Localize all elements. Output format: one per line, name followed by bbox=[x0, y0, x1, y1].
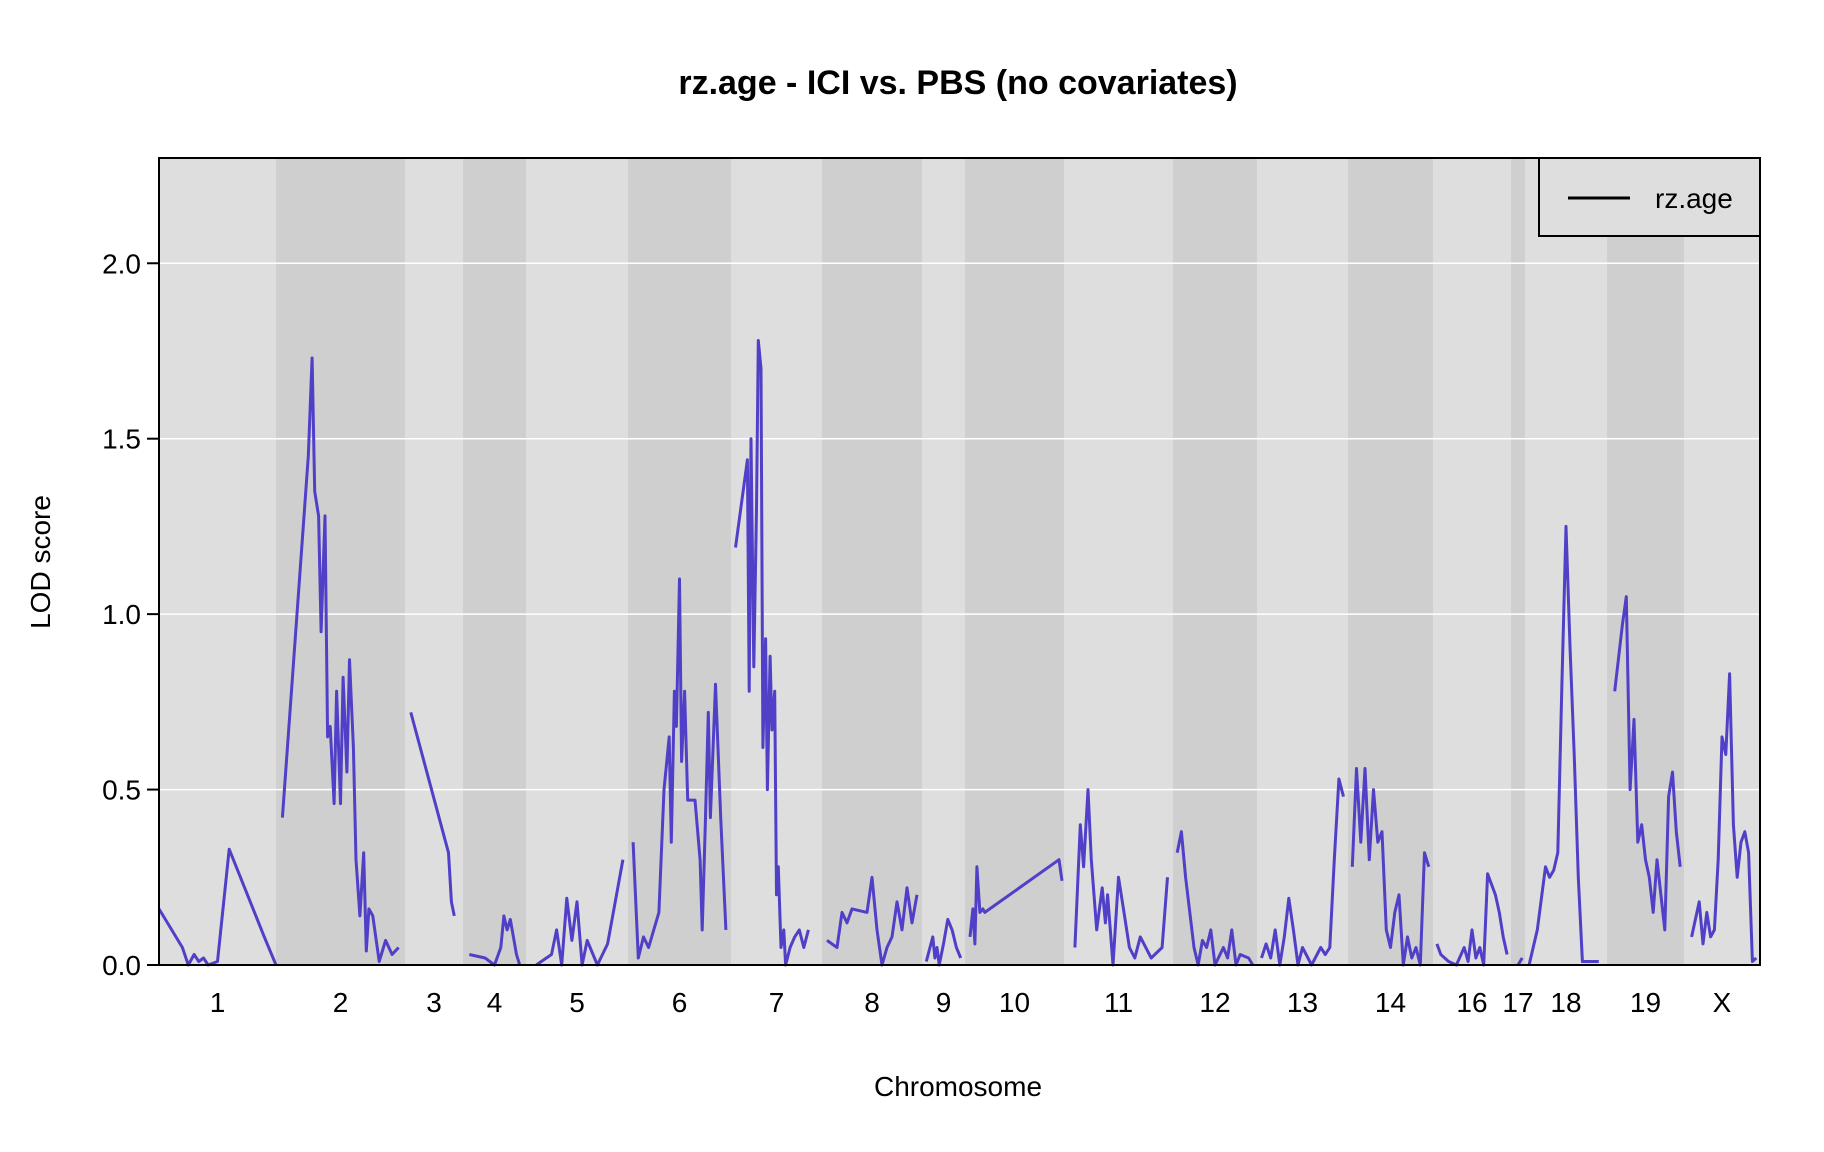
x-tick-label: 11 bbox=[1104, 987, 1133, 1018]
x-tick-label: 3 bbox=[426, 987, 442, 1018]
chromosome-band-16 bbox=[1433, 158, 1511, 965]
chromosome-band-13 bbox=[1257, 158, 1348, 965]
chromosome-band-14 bbox=[1348, 158, 1433, 965]
chromosome-bands bbox=[159, 158, 1760, 965]
x-tick-label: 2 bbox=[333, 987, 349, 1018]
x-tick-label: 14 bbox=[1375, 987, 1406, 1018]
chromosome-band-12 bbox=[1173, 158, 1257, 965]
series-line-chr-5 bbox=[535, 859, 625, 967]
chromosome-band-6 bbox=[628, 158, 731, 965]
series-line-chr-3 bbox=[409, 712, 456, 917]
series-line-chr-10 bbox=[968, 858, 1064, 946]
chromosome-band-X bbox=[1684, 158, 1760, 965]
chromosome-band-17 bbox=[1511, 158, 1525, 965]
x-tick-label: 1 bbox=[210, 987, 226, 1018]
x-tick-label: 18 bbox=[1550, 987, 1581, 1018]
chromosome-band-19 bbox=[1607, 158, 1684, 965]
y-tick-label: 1.0 bbox=[102, 599, 141, 630]
chromosome-band-1 bbox=[159, 158, 276, 965]
y-tick-label: 1.5 bbox=[102, 424, 141, 455]
series-line-chr-19 bbox=[1613, 595, 1682, 932]
chromosome-band-8 bbox=[822, 158, 922, 965]
series-line-chr-14 bbox=[1350, 767, 1431, 967]
chromosome-band-10 bbox=[965, 158, 1064, 965]
chromosome-band-3 bbox=[405, 158, 463, 965]
series-line-chr-11 bbox=[1073, 788, 1169, 967]
y-tick-label: 2.0 bbox=[102, 248, 141, 279]
x-tick-label: 12 bbox=[1199, 987, 1230, 1018]
series-line-chr-X bbox=[1690, 672, 1758, 963]
series-line-chr-17 bbox=[1516, 957, 1524, 966]
series-line-chr-8 bbox=[826, 875, 919, 967]
plot-frame bbox=[158, 157, 1761, 966]
x-tick-label: 19 bbox=[1630, 987, 1661, 1018]
series-line-chr-6 bbox=[631, 577, 728, 960]
x-tick-label: 8 bbox=[864, 987, 880, 1018]
x-tick-label: 13 bbox=[1287, 987, 1318, 1018]
chart-title: rz.age - ICI vs. PBS (no covariates) bbox=[678, 64, 1237, 102]
x-tick-label: 5 bbox=[569, 987, 585, 1018]
series-line-chr-1 bbox=[157, 847, 278, 967]
series-layer bbox=[157, 339, 1758, 967]
legend-label: rz.age bbox=[1655, 183, 1733, 214]
chromosome-band-5 bbox=[526, 158, 628, 965]
x-tick-label: 7 bbox=[769, 987, 785, 1018]
chromosome-band-9 bbox=[922, 158, 965, 965]
y-tick-label: 0.5 bbox=[102, 775, 141, 806]
series-line-chr-12 bbox=[1175, 830, 1255, 967]
x-tick-label: 10 bbox=[999, 987, 1030, 1018]
y-axis-title: LOD score bbox=[25, 495, 56, 629]
series-line-chr-7 bbox=[734, 339, 810, 967]
legend: rz.age bbox=[1538, 157, 1761, 237]
y-tick-label: 0.0 bbox=[102, 950, 141, 981]
series-line-chr-18 bbox=[1527, 524, 1599, 966]
x-axis: 1 2 3 4 5 6 7 8 9 10 11 12 13 14 16 17 18 19 X bbox=[210, 987, 1732, 1018]
series-line-chr-2 bbox=[280, 356, 400, 963]
series-line-chr-16 bbox=[1435, 872, 1509, 967]
x-tick-label: 16 bbox=[1456, 987, 1487, 1018]
series-line-chr-9 bbox=[924, 917, 963, 967]
x-axis-title: Chromosome bbox=[874, 1071, 1042, 1102]
x-tick-label: 4 bbox=[487, 987, 503, 1018]
x-tick-label: X bbox=[1713, 987, 1732, 1018]
series-line-chr-4 bbox=[468, 914, 522, 967]
chromosome-band-4 bbox=[463, 158, 526, 965]
x-tick-label: 6 bbox=[672, 987, 688, 1018]
y-axis: 0.0 0.5 1.0 1.5 2.0 bbox=[102, 248, 159, 981]
x-tick-label: 17 bbox=[1502, 987, 1533, 1018]
chromosome-band-2 bbox=[276, 158, 405, 965]
x-tick-label: 9 bbox=[936, 987, 952, 1018]
